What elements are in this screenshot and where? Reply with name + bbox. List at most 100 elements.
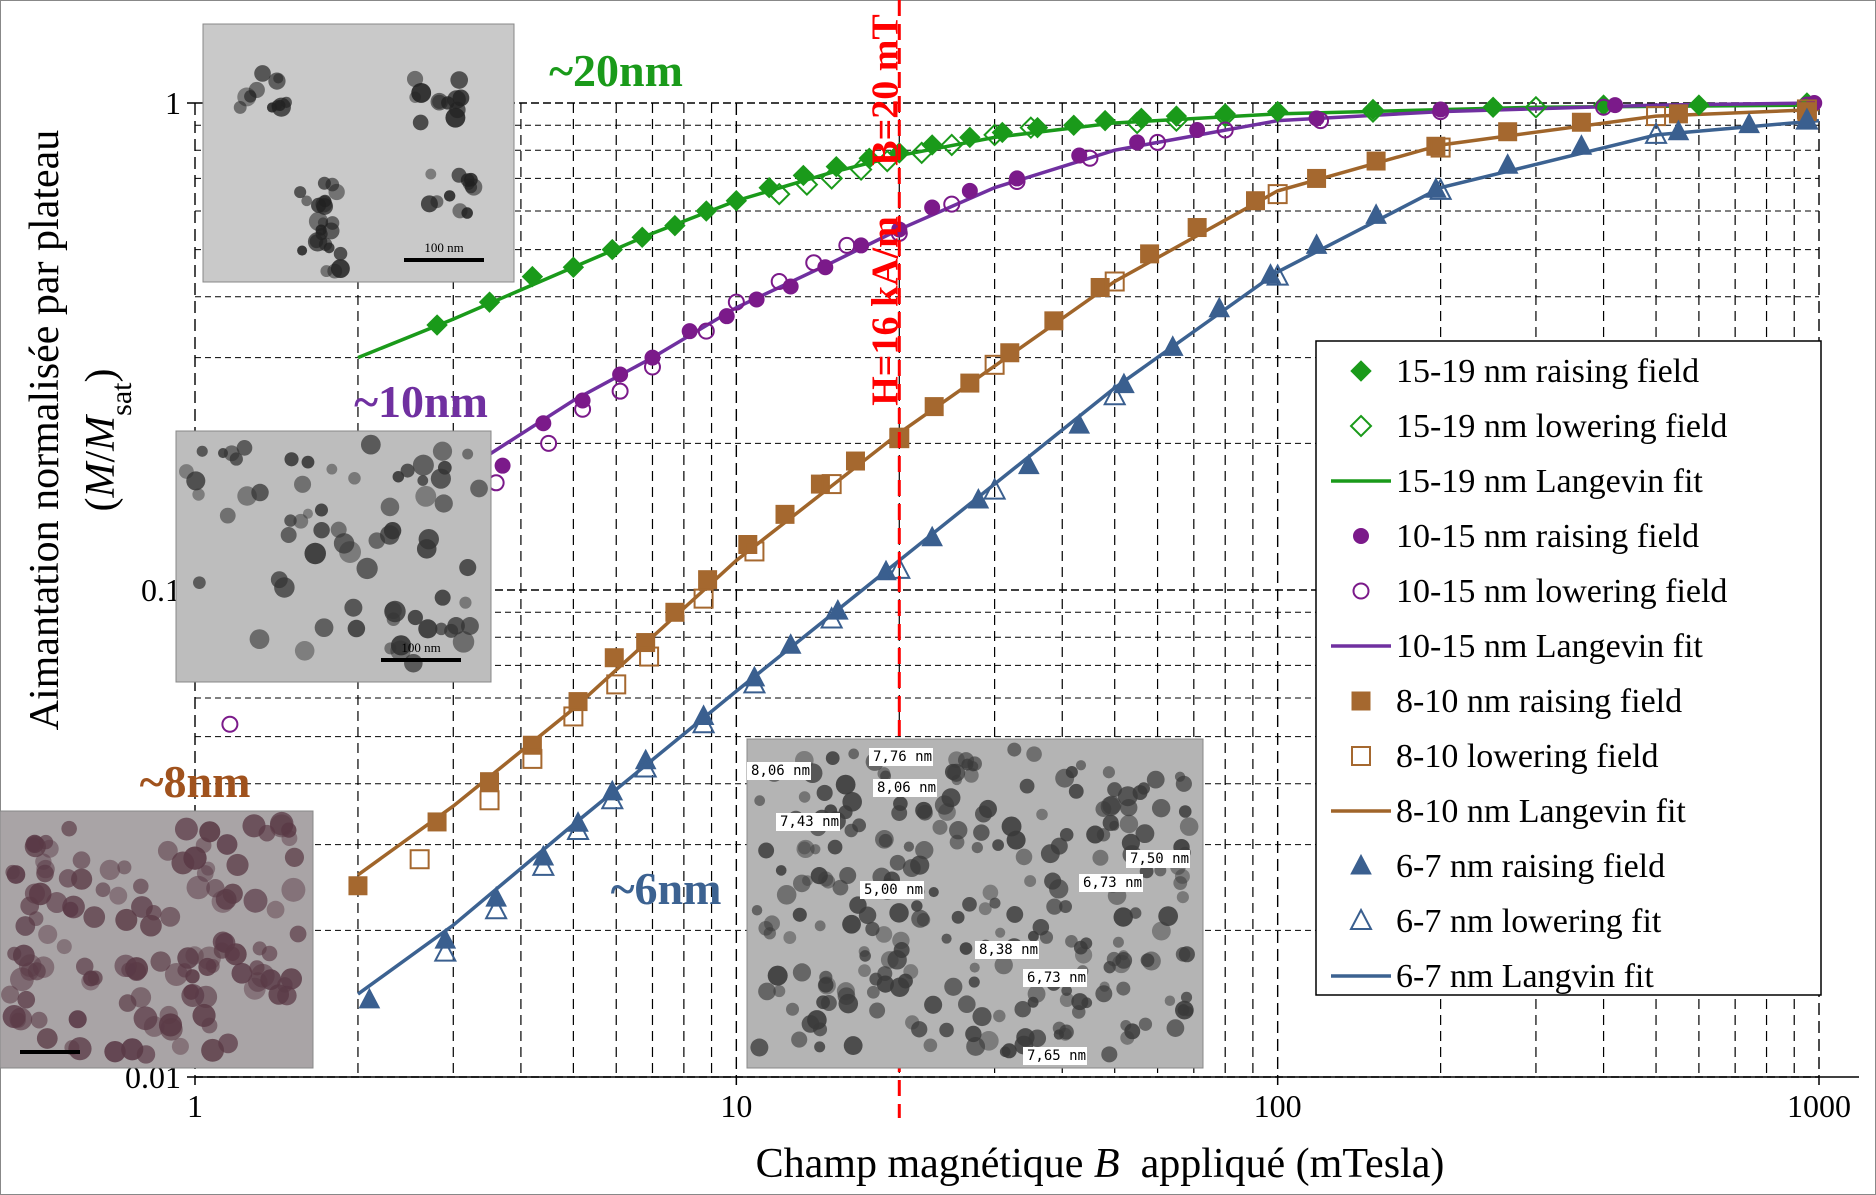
y-axis-label-part: M (78, 414, 124, 452)
marker (409, 849, 430, 870)
marker (479, 790, 500, 811)
inset-background (202, 23, 515, 283)
marker (348, 876, 368, 896)
particle (773, 985, 786, 998)
particle (814, 920, 826, 932)
marker (568, 692, 588, 712)
particle (1, 985, 20, 1004)
particle (83, 906, 106, 928)
marker (940, 133, 964, 157)
marker (825, 155, 848, 178)
particle (434, 494, 453, 513)
particle (1006, 906, 1024, 923)
particle (890, 977, 910, 997)
particle (1001, 1043, 1017, 1059)
particle (1001, 816, 1022, 837)
legend-label: 6-7 nm raising field (1396, 848, 1665, 885)
particle (459, 559, 477, 577)
particle (271, 97, 291, 117)
particle (972, 1007, 992, 1027)
marker (695, 200, 717, 222)
particle (231, 962, 253, 984)
particle (117, 860, 132, 875)
particle (1065, 766, 1078, 779)
particle (443, 190, 456, 202)
particle (450, 71, 469, 89)
particle (9, 1007, 33, 1031)
particle (425, 168, 437, 180)
particle (818, 871, 834, 887)
particle (236, 440, 253, 456)
marker (1216, 121, 1234, 139)
particle (121, 1038, 144, 1061)
legend-label: 10-15 nm raising field (1396, 518, 1699, 555)
particle (46, 892, 68, 913)
particle (801, 1015, 820, 1033)
reference-label: H=16 kA/m (864, 216, 906, 406)
particle (198, 957, 217, 976)
marker (875, 149, 899, 173)
particle (356, 557, 378, 580)
particle (785, 1002, 800, 1016)
marker (664, 214, 686, 237)
particle (193, 576, 206, 590)
particle (1146, 770, 1165, 789)
particle (284, 514, 297, 527)
particle (314, 618, 334, 638)
particle (839, 866, 857, 884)
particle (1158, 906, 1179, 926)
y-axis-label-part: sat (105, 382, 138, 416)
marker (1266, 100, 1289, 123)
particle (916, 913, 931, 927)
particle (1135, 824, 1155, 844)
marker (984, 354, 1005, 375)
particle (186, 875, 211, 900)
marker (1361, 100, 1385, 124)
marker (1161, 335, 1184, 356)
marker (943, 195, 961, 213)
particle (417, 475, 429, 486)
marker (634, 755, 658, 778)
particle (1095, 985, 1113, 1003)
y-axis-label-part: ( (78, 498, 124, 512)
particle (775, 865, 787, 876)
marker (849, 158, 873, 181)
particle (910, 855, 930, 875)
measure-label: 7,43 nm (780, 814, 839, 830)
particle (317, 176, 331, 190)
particle (196, 445, 208, 457)
particle (1182, 1006, 1194, 1017)
particle (347, 619, 366, 638)
marker (1090, 277, 1110, 297)
particle (966, 1037, 986, 1056)
particle (750, 1038, 769, 1057)
particle (923, 1038, 938, 1053)
particle (1166, 1019, 1185, 1037)
particle (301, 195, 313, 207)
particle (968, 976, 980, 988)
particle (1071, 1005, 1086, 1019)
marker (562, 256, 585, 278)
particle (1014, 1000, 1031, 1018)
particle (274, 577, 295, 598)
marker (566, 817, 590, 840)
marker (961, 182, 978, 199)
marker (1044, 311, 1064, 331)
particle (1065, 934, 1078, 948)
particle (1120, 1019, 1132, 1031)
particle (798, 841, 811, 855)
size-annotation: ~10nm (354, 376, 488, 427)
particle (1058, 1024, 1074, 1040)
marker (1129, 134, 1146, 151)
particle (251, 483, 269, 502)
marker (1063, 114, 1085, 136)
particle (71, 868, 93, 890)
particle (68, 1010, 87, 1029)
marker (725, 190, 748, 212)
particle (889, 854, 906, 871)
particle (140, 914, 162, 937)
particle (915, 801, 933, 819)
particle (171, 851, 195, 875)
particle (1026, 746, 1042, 762)
particle (314, 503, 328, 517)
